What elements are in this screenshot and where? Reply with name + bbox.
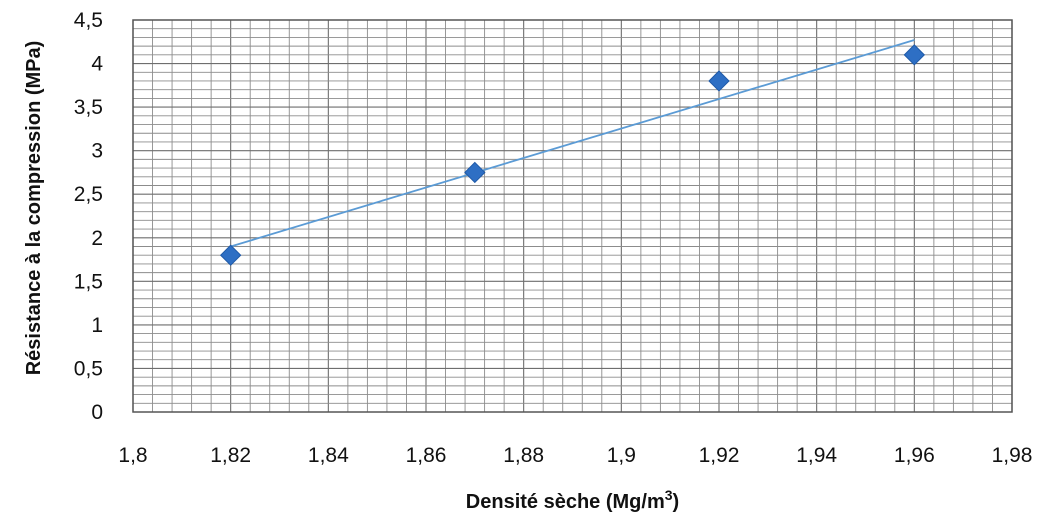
plot-area-frame	[132, 19, 1013, 413]
x-tick-label: 1,86	[406, 444, 447, 467]
x-axis-title-superscript: 3	[665, 487, 673, 503]
y-axis-title: Résistance à la compression (MPa)	[23, 41, 45, 376]
y-tick-label: 1	[91, 314, 103, 337]
x-axis-title: Densité sèche (Mg/m3)	[466, 487, 679, 513]
data-point-diamond	[708, 70, 730, 92]
y-tick-label: 3	[91, 140, 103, 163]
y-tick-label: 1,5	[74, 270, 103, 293]
y-tick-label: 0,5	[74, 357, 103, 380]
x-tick-label: 1,88	[503, 444, 544, 467]
x-tick-label: 1,98	[992, 444, 1033, 467]
trendline	[230, 39, 915, 248]
x-tick-label: 1,96	[894, 444, 935, 467]
x-axis-title-end: )	[673, 491, 680, 513]
y-tick-label: 2,5	[74, 183, 103, 206]
x-tick-label: 1,9	[607, 444, 636, 467]
x-axis-tick-labels: 1,8 1,82 1,84 1,86 1,88 1,9 1,92 1,94 1,96 1,98	[118, 444, 1032, 467]
trendline-layer	[230, 39, 915, 248]
data-points	[219, 44, 926, 266]
y-tick-label: 4,5	[74, 9, 103, 32]
grid	[132, 19, 1013, 413]
data-point-diamond	[464, 161, 486, 184]
data-point-diamond	[219, 244, 242, 266]
x-axis-title-main: Densité sèche (Mg/m	[466, 491, 665, 513]
x-tick-label: 1,84	[308, 444, 349, 467]
y-axis-tick-labels: 0 0,5 1 1,5 2 2,5 3 3,5 4 4,5	[74, 9, 104, 424]
x-tick-label: 1,94	[796, 444, 837, 467]
y-tick-label: 0	[91, 401, 103, 424]
x-tick-label: 1,82	[210, 444, 251, 467]
y-tick-label: 2	[91, 227, 103, 250]
y-tick-label: 3,5	[74, 96, 103, 119]
x-tick-label: 1,8	[118, 444, 147, 467]
y-tick-label: 4	[91, 53, 103, 76]
x-tick-label: 1,92	[699, 444, 740, 467]
data-point-diamond	[903, 44, 926, 66]
